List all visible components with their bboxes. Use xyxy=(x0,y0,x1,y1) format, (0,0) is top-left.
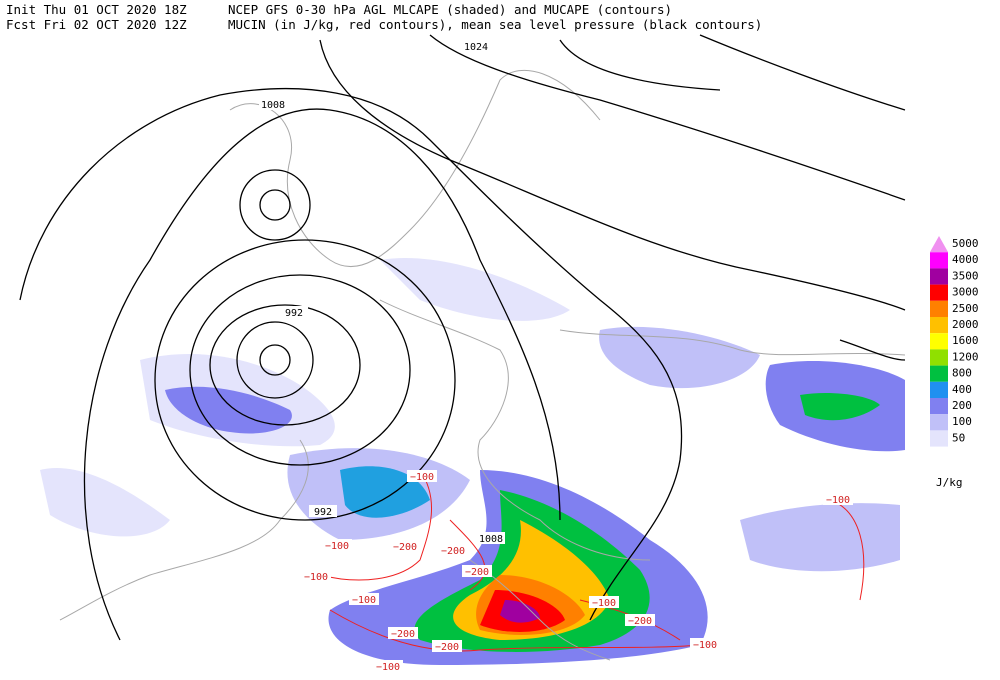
cin-label: −200 xyxy=(435,642,459,653)
pressure-contours xyxy=(19,34,906,641)
label-bg xyxy=(477,532,505,544)
label-bg xyxy=(322,539,352,551)
legend-unit: J/kg xyxy=(936,476,963,489)
legend-label: 1600 xyxy=(952,334,979,347)
legend-swatch xyxy=(930,333,948,350)
coastlines xyxy=(59,69,906,661)
pressure-label: 1024 xyxy=(464,42,488,53)
label-bg xyxy=(349,593,379,605)
legend-swatch xyxy=(930,252,948,269)
label-bg xyxy=(823,493,853,505)
pressure-label: 1008 xyxy=(479,534,503,545)
cin-label: −200 xyxy=(393,542,417,553)
legend-label: 100 xyxy=(952,415,972,428)
cin-label: −200 xyxy=(465,567,489,578)
cin-label: −200 xyxy=(628,616,652,627)
legend-label: 50 xyxy=(952,431,965,444)
label-bg xyxy=(462,40,490,52)
cin-label: −100 xyxy=(325,541,349,552)
cin-label: −100 xyxy=(376,662,400,673)
legend-label: 2000 xyxy=(952,318,979,331)
label-bg xyxy=(407,470,437,482)
label-bg xyxy=(690,638,720,650)
legend-swatch xyxy=(930,430,948,447)
legend-label: 5000 xyxy=(952,237,979,250)
init-time: Init Thu 01 OCT 2020 18Z xyxy=(6,2,187,17)
legend-label: 3000 xyxy=(952,286,979,299)
label-bg xyxy=(432,640,462,652)
label-bg xyxy=(259,98,287,110)
legend-swatch xyxy=(930,398,948,415)
legend-label: 400 xyxy=(952,383,972,396)
legend-swatch xyxy=(930,268,948,285)
label-bg xyxy=(280,306,308,318)
pressure-label: 1008 xyxy=(261,100,285,111)
label-bg xyxy=(625,614,655,626)
legend-label: 2500 xyxy=(952,302,979,315)
title-line: MUCIN (in J/kg, red contours), mean sea … xyxy=(228,17,762,32)
label-bg xyxy=(388,627,418,639)
label-bg xyxy=(438,544,468,556)
legend-swatch xyxy=(930,349,948,366)
cin-label: −100 xyxy=(352,595,376,606)
pressure-label: 992 xyxy=(314,507,332,518)
legend-swatch xyxy=(930,365,948,382)
label-bg xyxy=(462,565,492,577)
legend-swatch xyxy=(930,300,948,317)
label-bg xyxy=(301,570,331,582)
legend-label: 200 xyxy=(952,399,972,412)
cin-label: −100 xyxy=(826,495,850,506)
legend-swatch xyxy=(930,381,948,398)
cin-label: −100 xyxy=(410,472,434,483)
legend-swatch xyxy=(930,317,948,334)
cin-label: −100 xyxy=(304,572,328,583)
label-bg xyxy=(373,660,403,672)
legend-swatch xyxy=(930,236,948,252)
cin-label: −200 xyxy=(391,629,415,640)
legend-label: 1200 xyxy=(952,350,979,363)
title-line: NCEP GFS 0-30 hPa AGL MLCAPE (shaded) an… xyxy=(228,2,672,17)
forecast-time: Fcst Fri 02 OCT 2020 12Z xyxy=(6,17,187,32)
cin-label: −200 xyxy=(441,546,465,557)
cin-label: −100 xyxy=(592,598,616,609)
legend-label: 4000 xyxy=(952,253,979,266)
legend-swatch xyxy=(930,284,948,301)
label-bg xyxy=(589,596,619,608)
legend-swatch xyxy=(930,414,948,431)
legend-label: 3500 xyxy=(952,269,979,282)
legend-label: 800 xyxy=(952,367,972,380)
cin-label: −100 xyxy=(693,640,717,651)
pressure-label: 992 xyxy=(285,308,303,319)
label-bg xyxy=(309,505,337,517)
label-bg xyxy=(390,540,420,552)
